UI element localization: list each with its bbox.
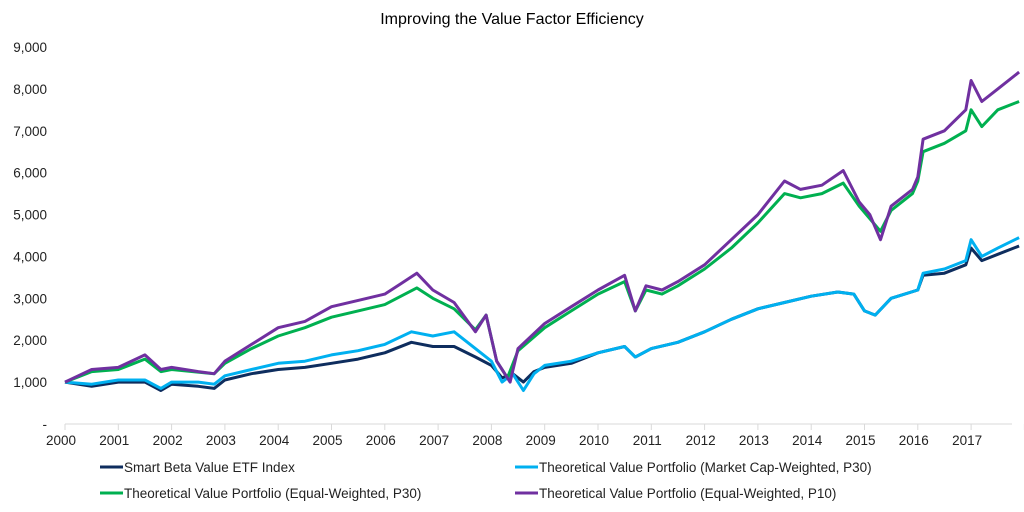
x-tick-label: 2010: [579, 433, 609, 448]
x-tick-label: 2013: [739, 433, 769, 448]
legend-label: Theoretical Value Portfolio (Market Cap-…: [539, 460, 872, 475]
x-tick-label: 2007: [419, 433, 449, 448]
series-lines: [64, 70, 1021, 392]
legend-label: Smart Beta Value ETF Index: [124, 460, 295, 475]
x-tick-label: 2006: [366, 433, 396, 448]
series-line-4: [64, 70, 1021, 384]
x-tick-label: 2009: [526, 433, 556, 448]
legend-label: Theoretical Value Portfolio (Equal-Weigh…: [124, 486, 421, 501]
x-tick-label: 2005: [312, 433, 342, 448]
y-axis: - 1,000 2,000 3,000 4,000 5,000 6,000 7,000 8,00…: [13, 40, 47, 432]
x-tick-label: 2015: [845, 433, 875, 448]
x-tick-label: 2016: [899, 433, 929, 448]
x-tick-label: 2004: [259, 433, 290, 448]
x-tick-label: 2011: [633, 433, 662, 448]
y-tick-label: 7,000: [13, 124, 47, 139]
legend: Smart Beta Value ETF Index Theoretical Va…: [100, 460, 872, 501]
x-tick-label: 2001: [99, 433, 129, 448]
chart-title: Improving the Value Factor Efficiency: [380, 11, 644, 28]
x-axis: 2000 2001 2002 2003 2004 2005 2006 2007 2008 2009…: [46, 423, 1024, 448]
y-tick-label: 1,000: [13, 375, 47, 390]
y-tick-label: 8,000: [13, 82, 47, 97]
y-tick-label: 5,000: [13, 208, 47, 223]
series-line-2: [64, 236, 1020, 392]
y-tick-label: 2,000: [13, 333, 47, 348]
x-tick-label: 2003: [206, 433, 236, 448]
x-tick-label: 2012: [686, 433, 716, 448]
series-line-3: [64, 100, 1020, 384]
y-tick-label: 9,000: [13, 40, 47, 55]
legend-label: Theoretical Value Portfolio (Equal-Weigh…: [539, 486, 836, 501]
y-tick-label: 3,000: [13, 291, 47, 306]
x-tick-label: 2002: [153, 433, 183, 448]
y-tick-label: 4,000: [13, 249, 47, 264]
x-tick-label: 2000: [46, 433, 76, 448]
x-tick-label: 2008: [472, 433, 502, 448]
y-tick-label: 6,000: [13, 166, 47, 181]
x-tick-label: 2017: [952, 433, 982, 448]
x-tick-label: 2014: [792, 433, 823, 448]
y-tick-label: -: [43, 417, 48, 432]
